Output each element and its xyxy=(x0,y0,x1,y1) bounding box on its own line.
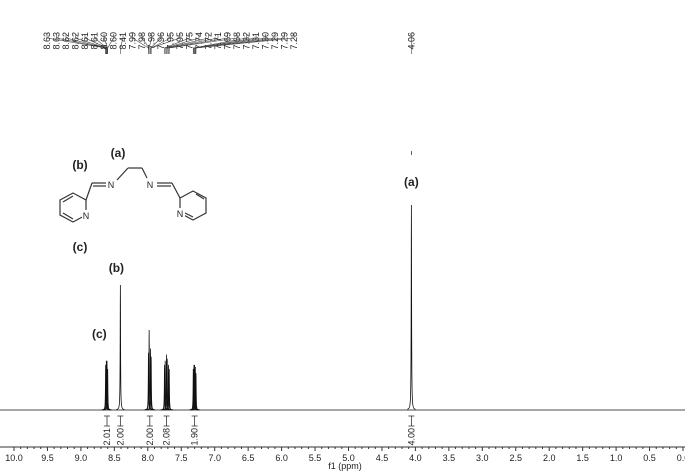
atom-bg xyxy=(145,179,155,189)
x-tick-label: 4.0 xyxy=(409,453,422,463)
peak-pick-line xyxy=(132,34,149,54)
integral-label: 4.00 xyxy=(406,428,416,446)
peak-pick-label: 7.28 xyxy=(289,32,299,50)
peak-pick-line xyxy=(94,34,108,54)
bond xyxy=(62,195,74,203)
x-tick-label: 0.5 xyxy=(643,453,656,463)
peak-pick-line xyxy=(120,34,124,54)
x-tick-label: 5.5 xyxy=(309,453,322,463)
structure-label: (c) xyxy=(73,240,88,254)
peak-pick-line xyxy=(56,34,106,54)
bond xyxy=(62,212,74,220)
peak-annotation: (a) xyxy=(404,175,419,189)
peak-pick-line xyxy=(148,34,152,54)
peak-pick-line xyxy=(75,34,107,54)
x-tick-label: 8.5 xyxy=(108,453,121,463)
x-tick-label: 2.5 xyxy=(509,453,522,463)
peak-pick-label: 8.41 xyxy=(118,32,128,50)
peak-pick-label: 8.63 xyxy=(52,32,62,50)
peak-pick-line xyxy=(193,34,257,54)
x-tick-label: 5.0 xyxy=(342,453,355,463)
bond xyxy=(195,193,205,200)
x-tick-label: 6.5 xyxy=(242,453,255,463)
x-axis-title: f1 (ppm) xyxy=(328,461,362,471)
x-tick-label: 1.5 xyxy=(576,453,589,463)
peak-pick-label: 7.95 xyxy=(166,32,176,50)
peak-pick-label: 7.99 xyxy=(128,32,138,50)
peak-pick-line xyxy=(194,34,285,54)
peak-pick-line xyxy=(107,34,114,54)
peak-pick-line xyxy=(166,34,219,54)
integral-label: 1.90 xyxy=(190,428,200,446)
peak-pick-label: 8.62 xyxy=(61,32,71,50)
integral-label: 2.01 xyxy=(102,428,112,446)
atom: N xyxy=(83,211,90,221)
peak-pick-label: 8.60 xyxy=(99,32,109,50)
x-tick-label: 9.0 xyxy=(75,453,88,463)
peak-pick-line xyxy=(168,34,238,54)
peak-pick-line xyxy=(150,34,181,54)
x-tick-label: 10.0 xyxy=(5,453,23,463)
atom: N xyxy=(177,209,184,219)
x-tick-label: 6.0 xyxy=(275,453,288,463)
peak-pick-label: 7.69 xyxy=(223,32,233,50)
peak xyxy=(116,284,125,410)
peak-pick-line xyxy=(195,34,295,54)
integral-label: 2.08 xyxy=(162,428,172,446)
peak-pick-label: 8.62 xyxy=(71,32,81,50)
atom-bg xyxy=(106,179,116,189)
x-tick-label: 7.0 xyxy=(208,453,221,463)
atom: N xyxy=(147,180,154,190)
x-tick-label: 8.0 xyxy=(142,453,155,463)
x-tick-label: 9.5 xyxy=(41,453,54,463)
peak-pick-line xyxy=(166,34,209,54)
peak-pick-line xyxy=(164,34,200,54)
peak-pick-line xyxy=(194,34,266,54)
peak-annotation: (b) xyxy=(109,261,124,275)
peak-pick-line xyxy=(164,34,190,54)
x-tick-label: 3.5 xyxy=(443,453,456,463)
structure-label: (a) xyxy=(111,146,126,160)
bond xyxy=(171,182,181,199)
peak xyxy=(147,356,156,411)
peak-pick-label: 7.74 xyxy=(194,32,204,50)
x-tick-label: 7.5 xyxy=(175,453,188,463)
bond xyxy=(85,182,93,201)
bond xyxy=(116,167,129,181)
peak xyxy=(103,368,112,411)
peak-pick-line xyxy=(150,34,162,54)
peak-pick-label: 8.63 xyxy=(42,32,52,50)
structure-label: (b) xyxy=(72,158,87,172)
atom-bg xyxy=(82,210,91,220)
peak xyxy=(165,368,174,411)
x-tick-label: 2.0 xyxy=(543,453,556,463)
peak-annotation: (c) xyxy=(92,327,107,341)
peak-pick-label: 7.72 xyxy=(204,32,214,50)
peak-pick-line xyxy=(168,34,228,54)
atom: N xyxy=(108,180,115,190)
integral-label: 2.00 xyxy=(115,428,125,446)
peak-pick-label: 8.60 xyxy=(109,32,119,50)
x-tick-label: 0.0 xyxy=(677,453,685,463)
peak-pick-label: 7.98 xyxy=(137,32,147,50)
peak-pick-label: 7.95 xyxy=(175,32,185,50)
x-tick-label: 3.0 xyxy=(476,453,489,463)
integral-label: 2.00 xyxy=(145,428,155,446)
peak-pick-label: 7.31 xyxy=(251,32,261,50)
x-tick-label: 1.0 xyxy=(610,453,623,463)
peak-pick-line xyxy=(192,34,247,54)
peak-pick-label: 7.96 xyxy=(156,32,166,50)
peak-pick-label: 7.29 xyxy=(280,32,290,50)
x-tick-label: 4.5 xyxy=(376,453,389,463)
peak-pick-label: 7.29 xyxy=(270,32,280,50)
atom-bg xyxy=(176,208,185,218)
peak-pick-label: 7.98 xyxy=(147,32,157,50)
peak xyxy=(407,204,416,410)
peak-pick-label: 8.61 xyxy=(80,32,90,50)
peak-pick-label: 8.61 xyxy=(90,32,100,50)
peak xyxy=(191,373,200,411)
bond xyxy=(141,167,148,179)
structure: N N N N (a) (b) (c) xyxy=(59,146,207,254)
